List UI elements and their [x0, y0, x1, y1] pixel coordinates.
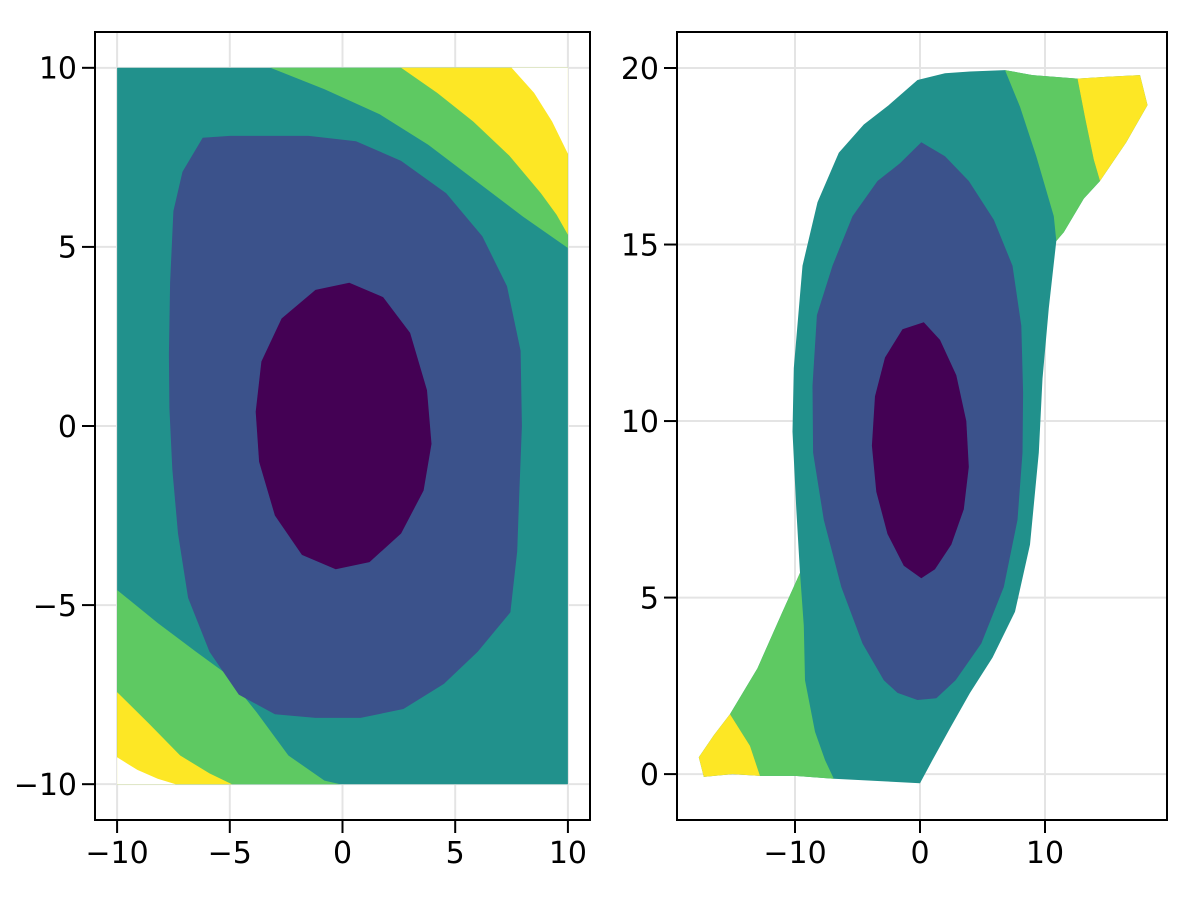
- y-tick-label: 20: [621, 52, 659, 87]
- y-tick-label: 10: [621, 405, 659, 440]
- contour-band-yellow-bottomleft: [117, 692, 232, 785]
- contour-band-purple: [255, 282, 432, 570]
- x-tick-label: −10: [763, 836, 826, 871]
- y-tick-label: 0: [58, 410, 77, 445]
- contour-band-white-bottomleft: [117, 757, 176, 785]
- contour-band-yellow-topright: [1077, 75, 1148, 181]
- y-tick-label: 10: [39, 52, 77, 87]
- y-tick-label: 0: [640, 758, 659, 793]
- left-axis-spine: [94, 31, 591, 821]
- contour-band-white-topright: [511, 67, 568, 154]
- contour-band-yellow-bottomleft: [698, 714, 760, 777]
- left-tick-labels: −10 −5 0 5 10 −10 −5 0 5 10: [14, 52, 587, 871]
- x-tick-label: 10: [549, 836, 587, 871]
- x-tick-label: −10: [85, 836, 148, 871]
- right-contour-plot: −10 0 10 0 5 10 15 20: [621, 31, 1168, 871]
- left-ticks: [82, 66, 569, 833]
- x-tick-label: 10: [1026, 836, 1064, 871]
- contour-band-green-topright: [1005, 70, 1100, 241]
- contour-band-yellow-topright: [401, 67, 568, 235]
- y-tick-label: −10: [14, 768, 77, 803]
- left-contour-bands: [117, 67, 568, 785]
- right-axis-spine: [676, 31, 1168, 821]
- left-contour-plot: −10 −5 0 5 10 −10 −5 0 5 10: [14, 31, 591, 871]
- right-tick-labels: −10 0 10 0 5 10 15 20: [621, 52, 1064, 871]
- y-tick-label: 5: [640, 581, 659, 616]
- contour-band-green-bottomleft: [117, 590, 341, 785]
- right-ticks: [664, 67, 1046, 833]
- contour-band-purple: [871, 322, 969, 579]
- y-tick-label: −5: [33, 589, 77, 624]
- contour-band-green-bottomleft: [730, 572, 834, 779]
- x-tick-label: 5: [446, 836, 465, 871]
- x-tick-label: −5: [208, 836, 252, 871]
- right-contour-bands: [698, 70, 1148, 784]
- x-tick-label: 0: [333, 836, 352, 871]
- x-tick-label: 0: [910, 836, 929, 871]
- y-tick-label: 5: [58, 231, 77, 266]
- y-tick-label: 15: [621, 228, 659, 263]
